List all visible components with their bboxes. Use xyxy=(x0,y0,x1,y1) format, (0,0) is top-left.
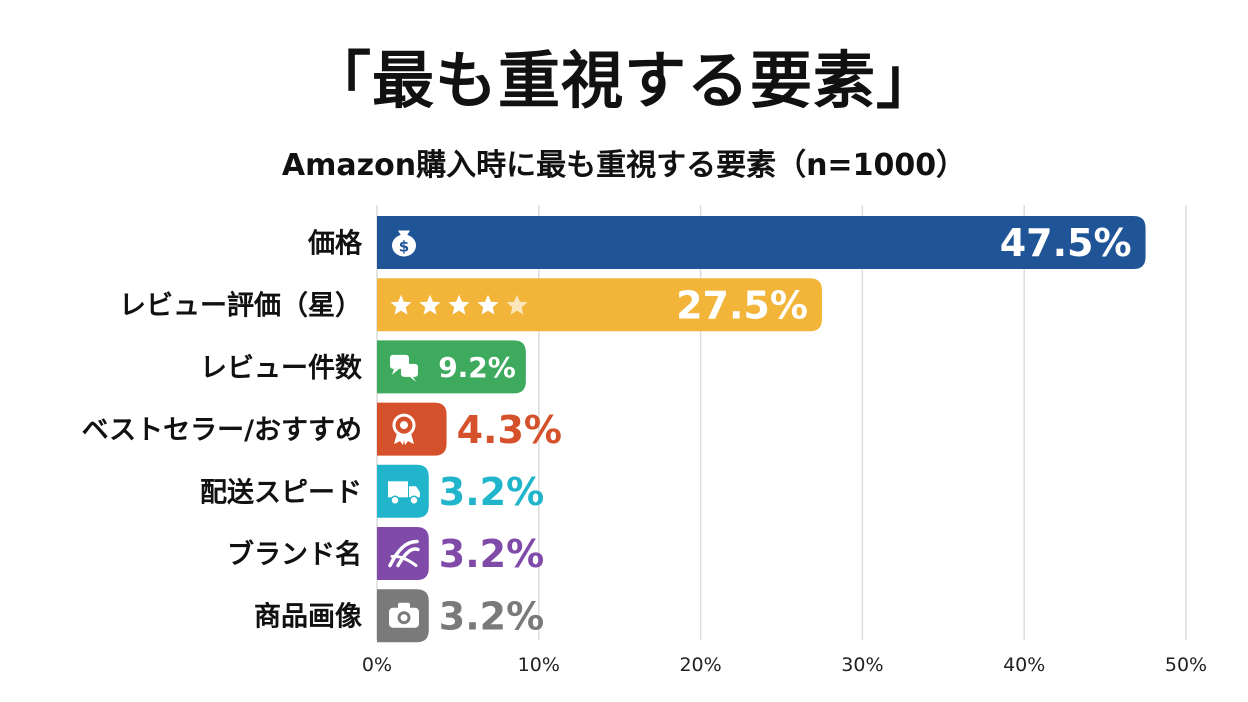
brand-tag-icon xyxy=(388,539,420,568)
award-ribbon-icon xyxy=(392,413,416,446)
value-label: 9.2% xyxy=(438,351,516,384)
category-label: ブランド名 xyxy=(227,539,362,571)
value-label: 27.5% xyxy=(676,283,808,327)
x-tick-label: 20% xyxy=(679,654,721,676)
chart-title: 「最も重視する要素」 xyxy=(308,44,939,117)
chat-bubbles-icon xyxy=(390,354,418,382)
chart-subtitle: Amazon購入時に最も重視する要素（n=1000） xyxy=(281,148,967,183)
category-label: レビュー件数 xyxy=(200,353,363,384)
category-label: レビュー評価（星） xyxy=(119,290,362,322)
value-label: 47.5% xyxy=(1000,221,1132,265)
category-label: 商品画像 xyxy=(254,602,362,633)
bar xyxy=(377,216,1146,269)
category-label: 配送スピード xyxy=(200,477,362,508)
stars-icon xyxy=(390,294,528,315)
category-label: 価格 xyxy=(307,229,363,260)
x-tick-label: 30% xyxy=(841,654,883,676)
category-label: ベストセラー/おすすめ xyxy=(82,415,362,446)
value-label: 4.3% xyxy=(457,408,562,452)
x-tick-label: 50% xyxy=(1165,654,1207,676)
svg-text:$: $ xyxy=(399,238,409,256)
value-label: 3.2% xyxy=(439,470,544,514)
bar xyxy=(377,278,822,332)
x-tick-label: 10% xyxy=(518,654,560,676)
value-label: 3.2% xyxy=(439,594,544,638)
x-tick-label: 0% xyxy=(362,654,392,676)
bar xyxy=(377,527,429,580)
x-tick-label: 40% xyxy=(1003,654,1045,676)
money-bag-icon: $ xyxy=(392,230,416,257)
value-label: 3.2% xyxy=(439,532,544,576)
truck-icon xyxy=(388,481,420,506)
camera-icon xyxy=(389,602,419,628)
